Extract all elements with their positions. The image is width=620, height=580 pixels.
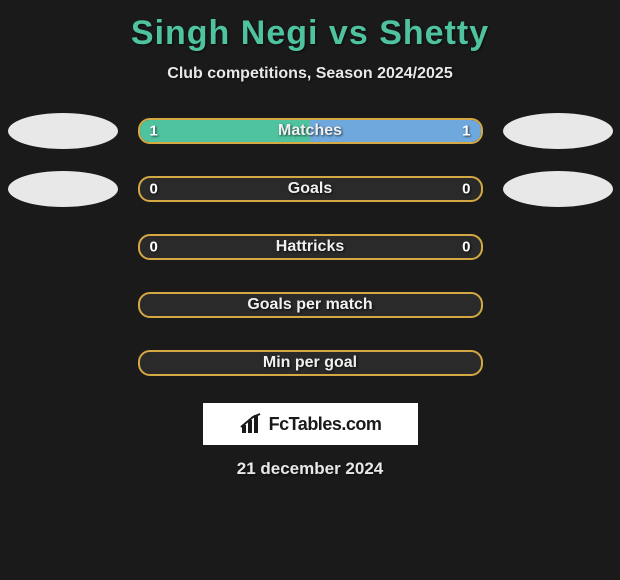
comparison-row: 0 0 Hattricks [5,229,615,265]
comparison-row: 1 1 Matches [5,113,615,149]
stat-label: Goals [288,180,332,198]
stat-label: Min per goal [263,354,357,372]
stat-value-left: 1 [150,123,158,140]
stat-value-right: 1 [462,123,470,140]
player2-avatar [503,345,613,381]
stat-label: Hattricks [276,238,344,256]
comparison-infographic: Singh Negi vs Shetty Club competitions, … [0,0,620,479]
player2-name: Shetty [379,14,489,52]
player1-avatar [8,171,118,207]
stat-label: Matches [278,122,342,140]
stat-value-right: 0 [462,181,470,198]
stat-bar: Goals per match [138,292,483,318]
comparison-row: Min per goal [5,345,615,381]
comparison-row: Goals per match [5,287,615,323]
player2-avatar [503,113,613,149]
vs-text: vs [329,14,369,52]
logo-text: FcTables.com [269,414,382,435]
comparison-row: 0 0 Goals [5,171,615,207]
comparison-rows: 1 1 Matches 0 0 Goals 0 0 Hattricks Goals per mat… [5,113,615,381]
stat-bar: 0 0 Hattricks [138,234,483,260]
stat-bar: 1 1 Matches [138,118,483,144]
stat-label: Goals per match [247,296,372,314]
stat-value-left: 0 [150,181,158,198]
player2-avatar [503,229,613,265]
player1-avatar [8,287,118,323]
stat-value-left: 0 [150,239,158,256]
date-text: 21 december 2024 [5,459,615,479]
player1-avatar [8,229,118,265]
stat-value-right: 0 [462,239,470,256]
logo-box: FcTables.com [203,403,418,445]
stat-bar: 0 0 Goals [138,176,483,202]
chart-icon [239,413,265,435]
subtitle: Club competitions, Season 2024/2025 [5,65,615,83]
player2-avatar [503,287,613,323]
player2-avatar [503,171,613,207]
title: Singh Negi vs Shetty [5,14,615,53]
player1-name: Singh Negi [131,14,319,52]
player1-avatar [8,345,118,381]
player1-avatar [8,113,118,149]
stat-bar: Min per goal [138,350,483,376]
